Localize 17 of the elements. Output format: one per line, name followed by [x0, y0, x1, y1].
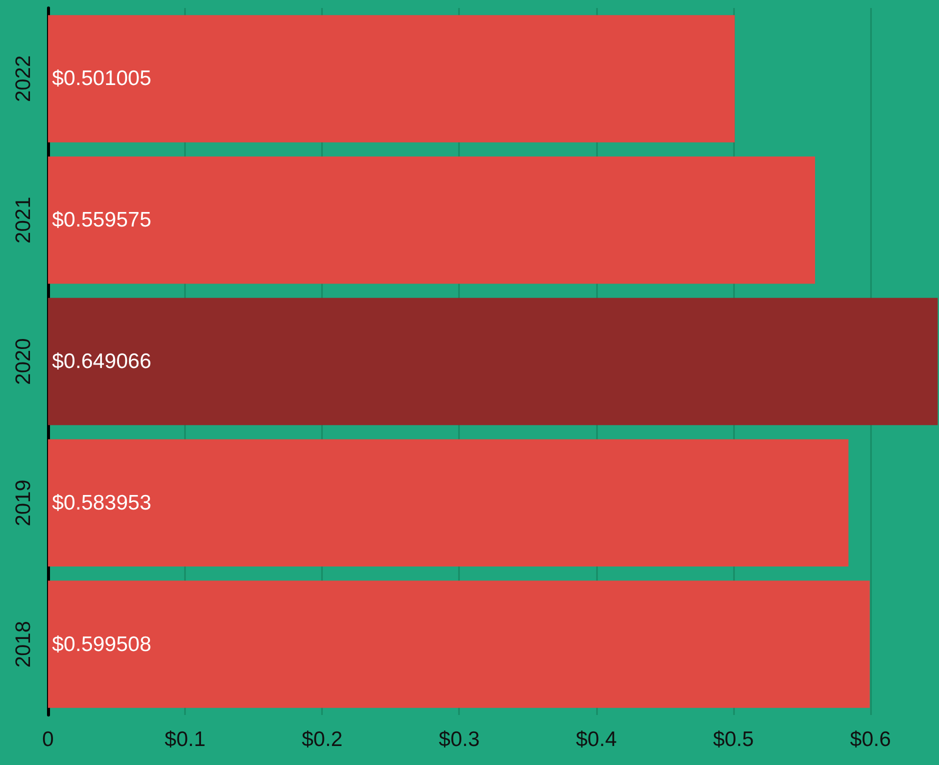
x-tick-label: $0.5 — [712, 728, 754, 751]
y-tick-label: 2019 — [12, 480, 35, 526]
x-tick-label: 0 — [42, 728, 54, 751]
data-label: $0.583953 — [52, 491, 152, 514]
x-tick-label: $0.2 — [302, 728, 343, 751]
data-label: $0.501005 — [52, 67, 152, 90]
data-label: $0.599508 — [52, 632, 152, 656]
data-label: $0.649066 — [52, 350, 152, 373]
y-tick-label: 2018 — [12, 620, 35, 668]
y-tick-label: 2022 — [12, 55, 35, 102]
x-tick-label: $0.6 — [850, 728, 891, 751]
x-tick-label: $0.3 — [438, 728, 480, 751]
x-tick-label: $0.1 — [164, 728, 206, 751]
y-tick-label: 2020 — [12, 338, 35, 385]
data-label: $0.559575 — [52, 208, 152, 232]
y-tick-label: 2021 — [12, 196, 35, 244]
x-tick-label: $0.4 — [576, 728, 618, 751]
